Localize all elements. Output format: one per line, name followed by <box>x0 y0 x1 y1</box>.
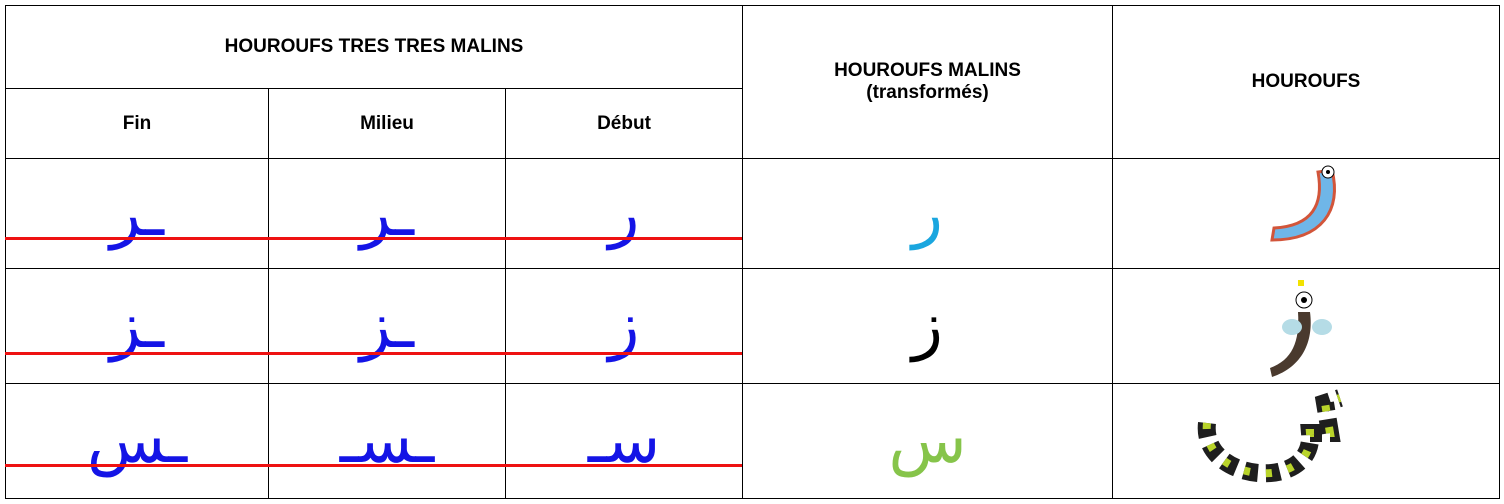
letter-cell: سـ <box>505 383 743 499</box>
group-title: HOUROUFS TRES TRES MALINS <box>5 5 743 89</box>
hourouf-title: HOUROUFS <box>1112 5 1500 159</box>
image-cell <box>1112 158 1500 269</box>
letter-cell: ـسـ <box>268 383 506 499</box>
letter-cell: س <box>742 383 1113 499</box>
caterpillar-image <box>1270 165 1336 242</box>
column-header: Milieu <box>268 88 506 159</box>
snake-image <box>1197 389 1343 483</box>
malins-title: HOUROUFS MALINS <box>834 60 1021 81</box>
letter-cell: ـس <box>5 383 269 499</box>
malins-header: HOUROUFS MALINS (transformés) <box>742 5 1113 159</box>
bee-image <box>1270 280 1332 377</box>
letters-table: HOUROUFS TRES TRES MALINS HOUROUFS MALIN… <box>5 5 1500 499</box>
malins-subtitle: (transformés) <box>866 82 989 103</box>
letter-cell: ـر <box>268 158 506 269</box>
letter-cell: ز <box>505 268 743 384</box>
letter-cell: ر <box>505 158 743 269</box>
guide-line <box>5 237 742 240</box>
letter-cell: ز <box>742 268 1113 384</box>
guide-line <box>5 464 742 467</box>
letter-cell: ـز <box>268 268 506 384</box>
image-cell <box>1112 383 1500 499</box>
guide-line <box>5 352 742 355</box>
letter-cell: ـز <box>5 268 269 384</box>
letter-cell: ر <box>742 158 1113 269</box>
letter-cell: ـر <box>5 158 269 269</box>
column-header: Début <box>505 88 743 159</box>
column-header: Fin <box>5 88 269 159</box>
